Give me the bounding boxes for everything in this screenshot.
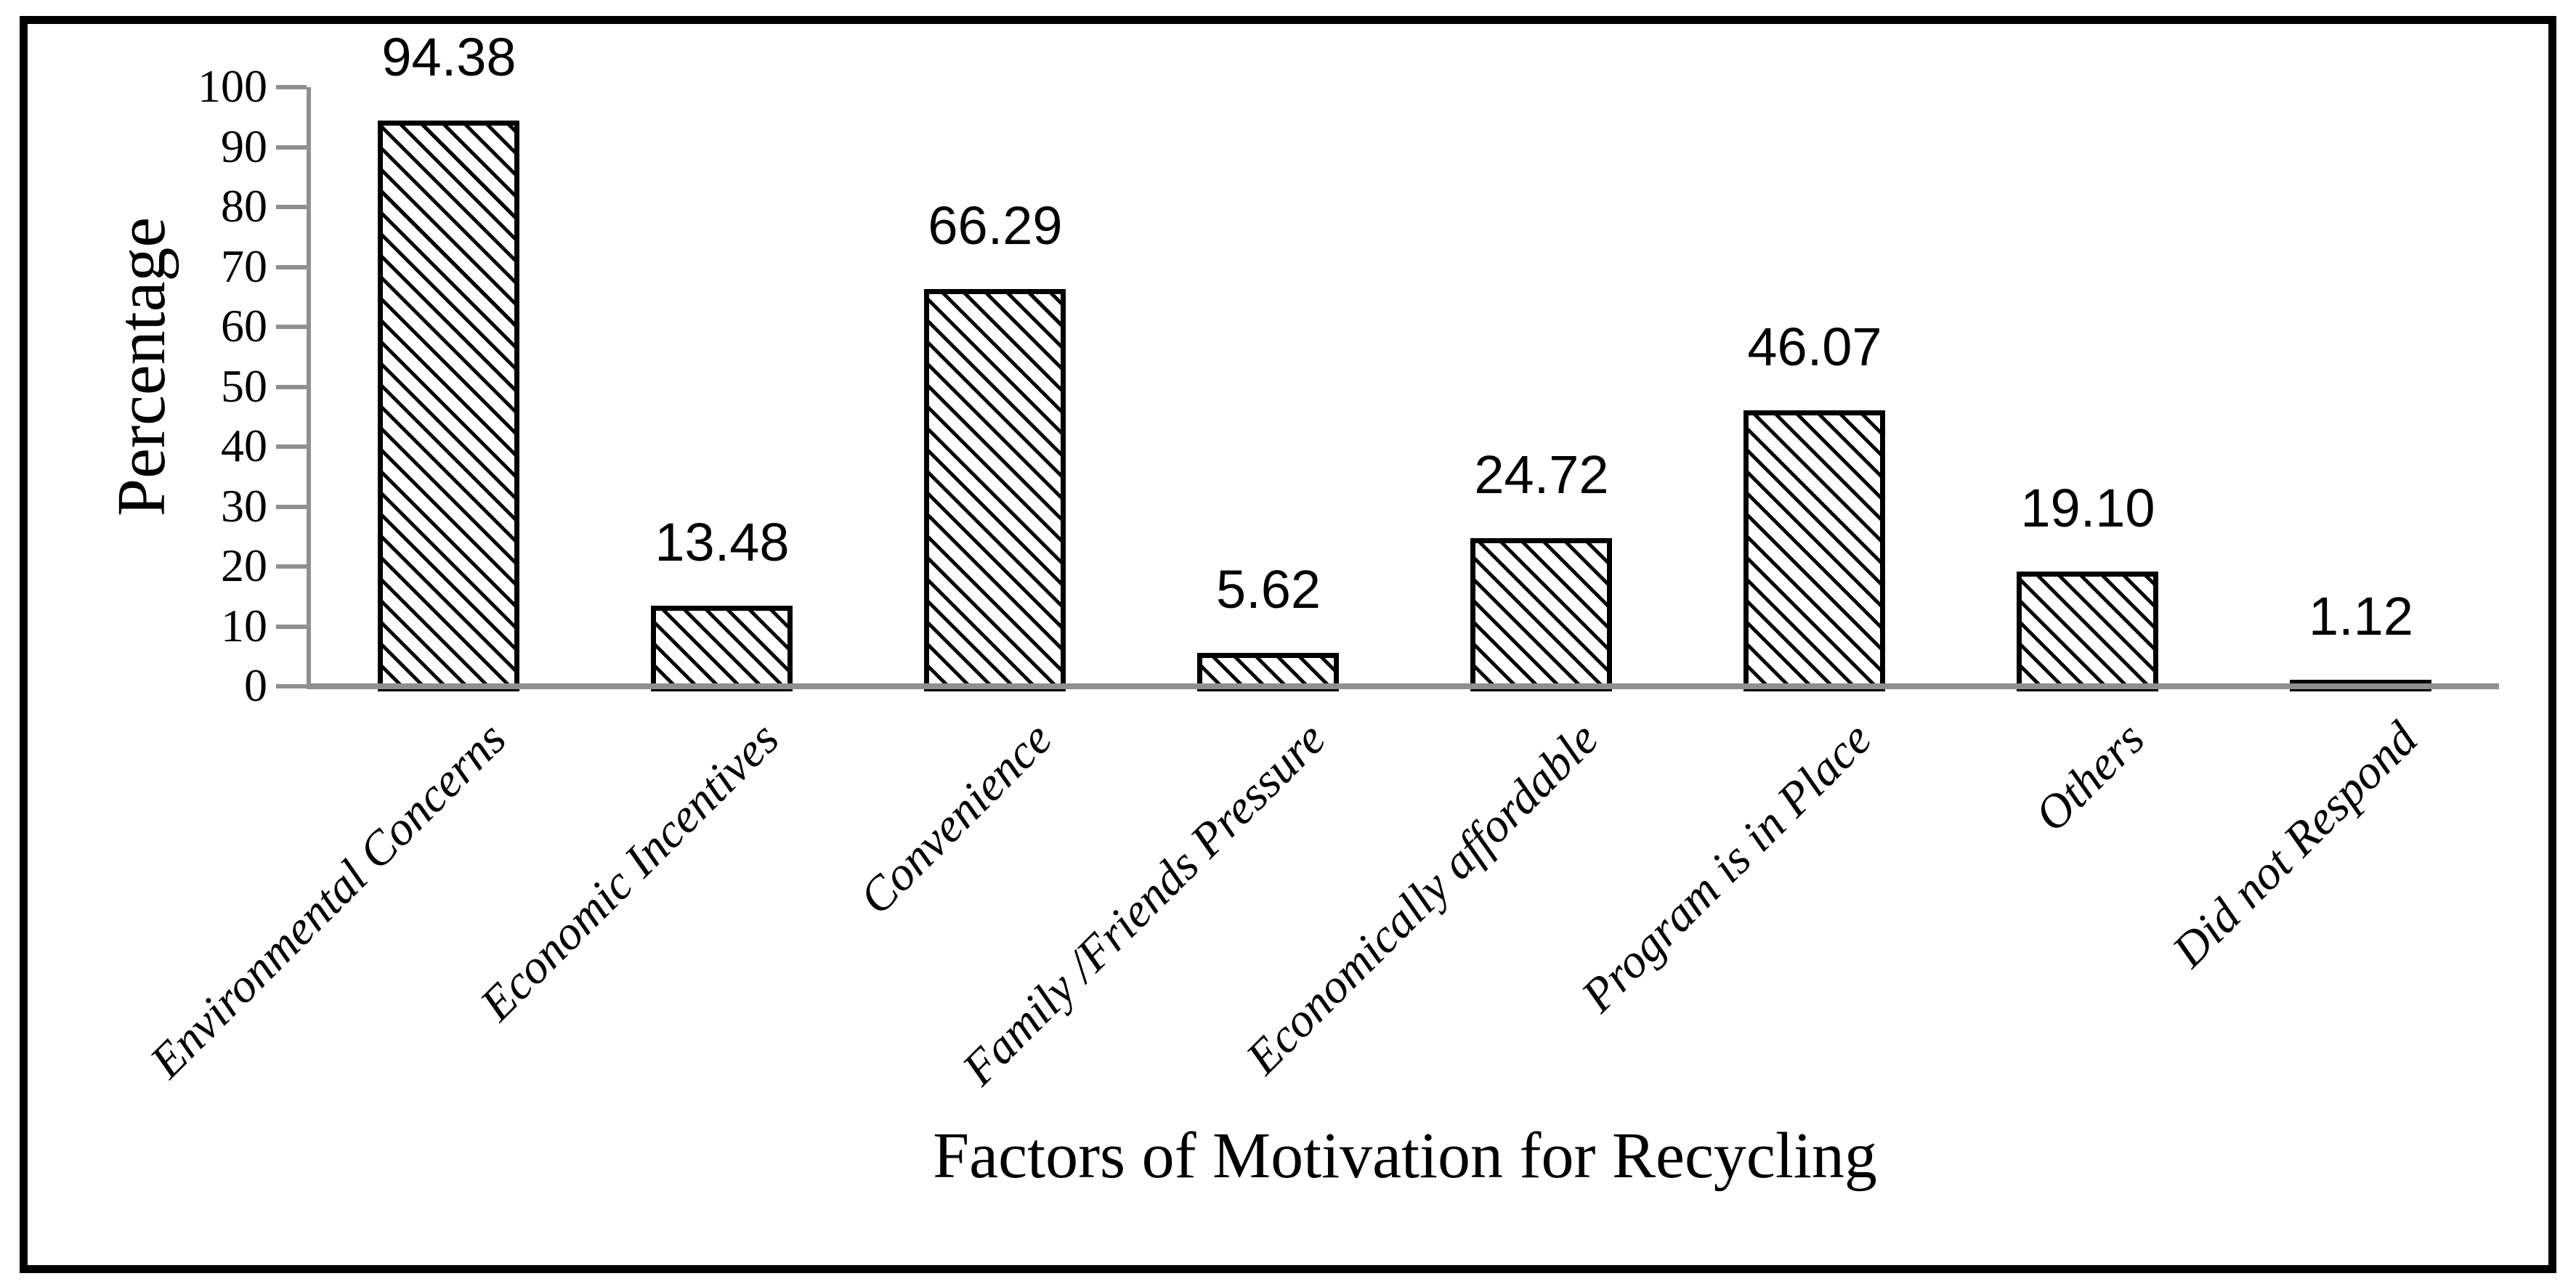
y-tick-mark — [276, 684, 307, 688]
bar-value-label: 94.38 — [381, 27, 517, 88]
y-tick-label: 0 — [244, 659, 267, 711]
x-axis-title: Factors of Motivation for Recycling — [933, 1120, 1877, 1192]
bar-value-label: 66.29 — [928, 195, 1063, 256]
y-tick-label: 70 — [221, 240, 267, 292]
bar-value-label: 5.62 — [1215, 558, 1321, 619]
bar-value-label: 1.12 — [2308, 585, 2414, 646]
y-tick-label: 50 — [221, 359, 267, 412]
y-axis-line — [307, 87, 311, 689]
bar — [924, 289, 1066, 691]
y-tick-mark — [276, 325, 307, 329]
y-tick-mark — [276, 564, 307, 569]
y-tick-label: 40 — [221, 420, 267, 471]
y-tick-mark — [276, 264, 307, 269]
y-tick-label: 100 — [198, 60, 267, 112]
bar-value-label: 46.07 — [1747, 316, 1882, 377]
y-tick-mark — [276, 504, 307, 509]
y-tick-mark — [276, 624, 307, 629]
y-tick-mark — [276, 444, 307, 449]
y-tick-label: 80 — [221, 180, 267, 232]
bar — [1743, 410, 1885, 691]
y-tick-mark — [276, 145, 307, 150]
bar-value-label: 24.72 — [1474, 444, 1609, 505]
bar — [2017, 572, 2158, 691]
y-tick-label: 90 — [221, 120, 267, 172]
bar-value-label: 13.48 — [655, 511, 790, 572]
bar — [1470, 538, 1612, 691]
y-tick-label: 30 — [221, 479, 267, 532]
x-axis-line — [311, 683, 2499, 689]
bar-value-label: 19.10 — [2020, 478, 2155, 539]
y-tick-mark — [276, 384, 307, 389]
y-tick-mark — [276, 205, 307, 209]
y-tick-label: 10 — [221, 599, 267, 651]
y-tick-label: 20 — [221, 540, 267, 591]
bar — [651, 605, 793, 691]
bar — [378, 121, 519, 691]
y-tick-label: 60 — [221, 300, 267, 352]
y-tick-mark — [276, 85, 307, 89]
